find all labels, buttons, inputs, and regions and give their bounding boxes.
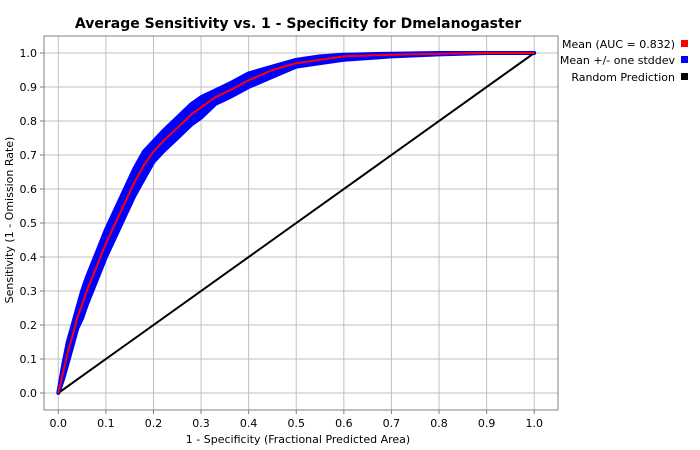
grid-lines — [44, 36, 558, 410]
legend-label-mean: Mean (AUC = 0.832) — [562, 38, 675, 51]
y-tick-label: 0.8 — [20, 115, 38, 128]
x-tick-label: 0.2 — [145, 417, 163, 430]
x-tick-label: 0.9 — [478, 417, 496, 430]
x-tick-label: 1.0 — [525, 417, 543, 430]
mean-line — [57, 52, 535, 394]
y-tick-label: 0.9 — [20, 81, 38, 94]
y-tick-label: 0.6 — [20, 183, 38, 196]
y-tick-label: 0.2 — [20, 319, 38, 332]
x-axis-label: 1 - Specificity (Fractional Predicted Ar… — [186, 433, 410, 446]
y-tick-label: 0.5 — [20, 217, 38, 230]
y-tick-label: 0.3 — [20, 285, 38, 298]
legend-swatch-stddev — [681, 56, 688, 63]
legend-label-random: Random Prediction — [571, 71, 675, 84]
legend-swatch-random — [681, 73, 688, 80]
y-axis-label: Sensitivity (1 - Omission Rate) — [3, 137, 16, 304]
y-tick-label: 0.1 — [20, 353, 38, 366]
x-tick-label: 0.8 — [430, 417, 448, 430]
y-axis-ticks: 0.0 0.1 0.2 0.3 0.4 0.5 0.6 0.7 0.8 0.9 1.0 — [20, 47, 44, 400]
x-tick-label: 0.6 — [335, 417, 353, 430]
x-tick-label: 0.5 — [287, 417, 305, 430]
y-tick-label: 0.4 — [20, 251, 38, 264]
x-axis-ticks: 0.0 0.1 0.2 0.3 0.4 0.5 0.6 0.7 0.8 0.9 1.0 — [50, 410, 543, 430]
x-tick-label: 0.7 — [383, 417, 401, 430]
y-tick-label: 1.0 — [20, 47, 38, 60]
x-tick-label: 0.0 — [50, 417, 68, 430]
legend: Mean (AUC = 0.832) Mean +/- one stddev R… — [560, 38, 688, 84]
y-tick-label: 0.7 — [20, 149, 38, 162]
legend-label-stddev: Mean +/- one stddev — [560, 54, 676, 67]
random-prediction-line — [57, 52, 535, 394]
x-tick-label: 0.4 — [240, 417, 258, 430]
series-lines-group — [57, 52, 535, 394]
x-tick-label: 0.1 — [97, 417, 115, 430]
y-tick-label: 0.0 — [20, 387, 38, 400]
chart-title: Average Sensitivity vs. 1 - Specificity … — [75, 16, 521, 32]
x-tick-label: 0.3 — [192, 417, 210, 430]
legend-swatch-mean — [681, 40, 688, 47]
